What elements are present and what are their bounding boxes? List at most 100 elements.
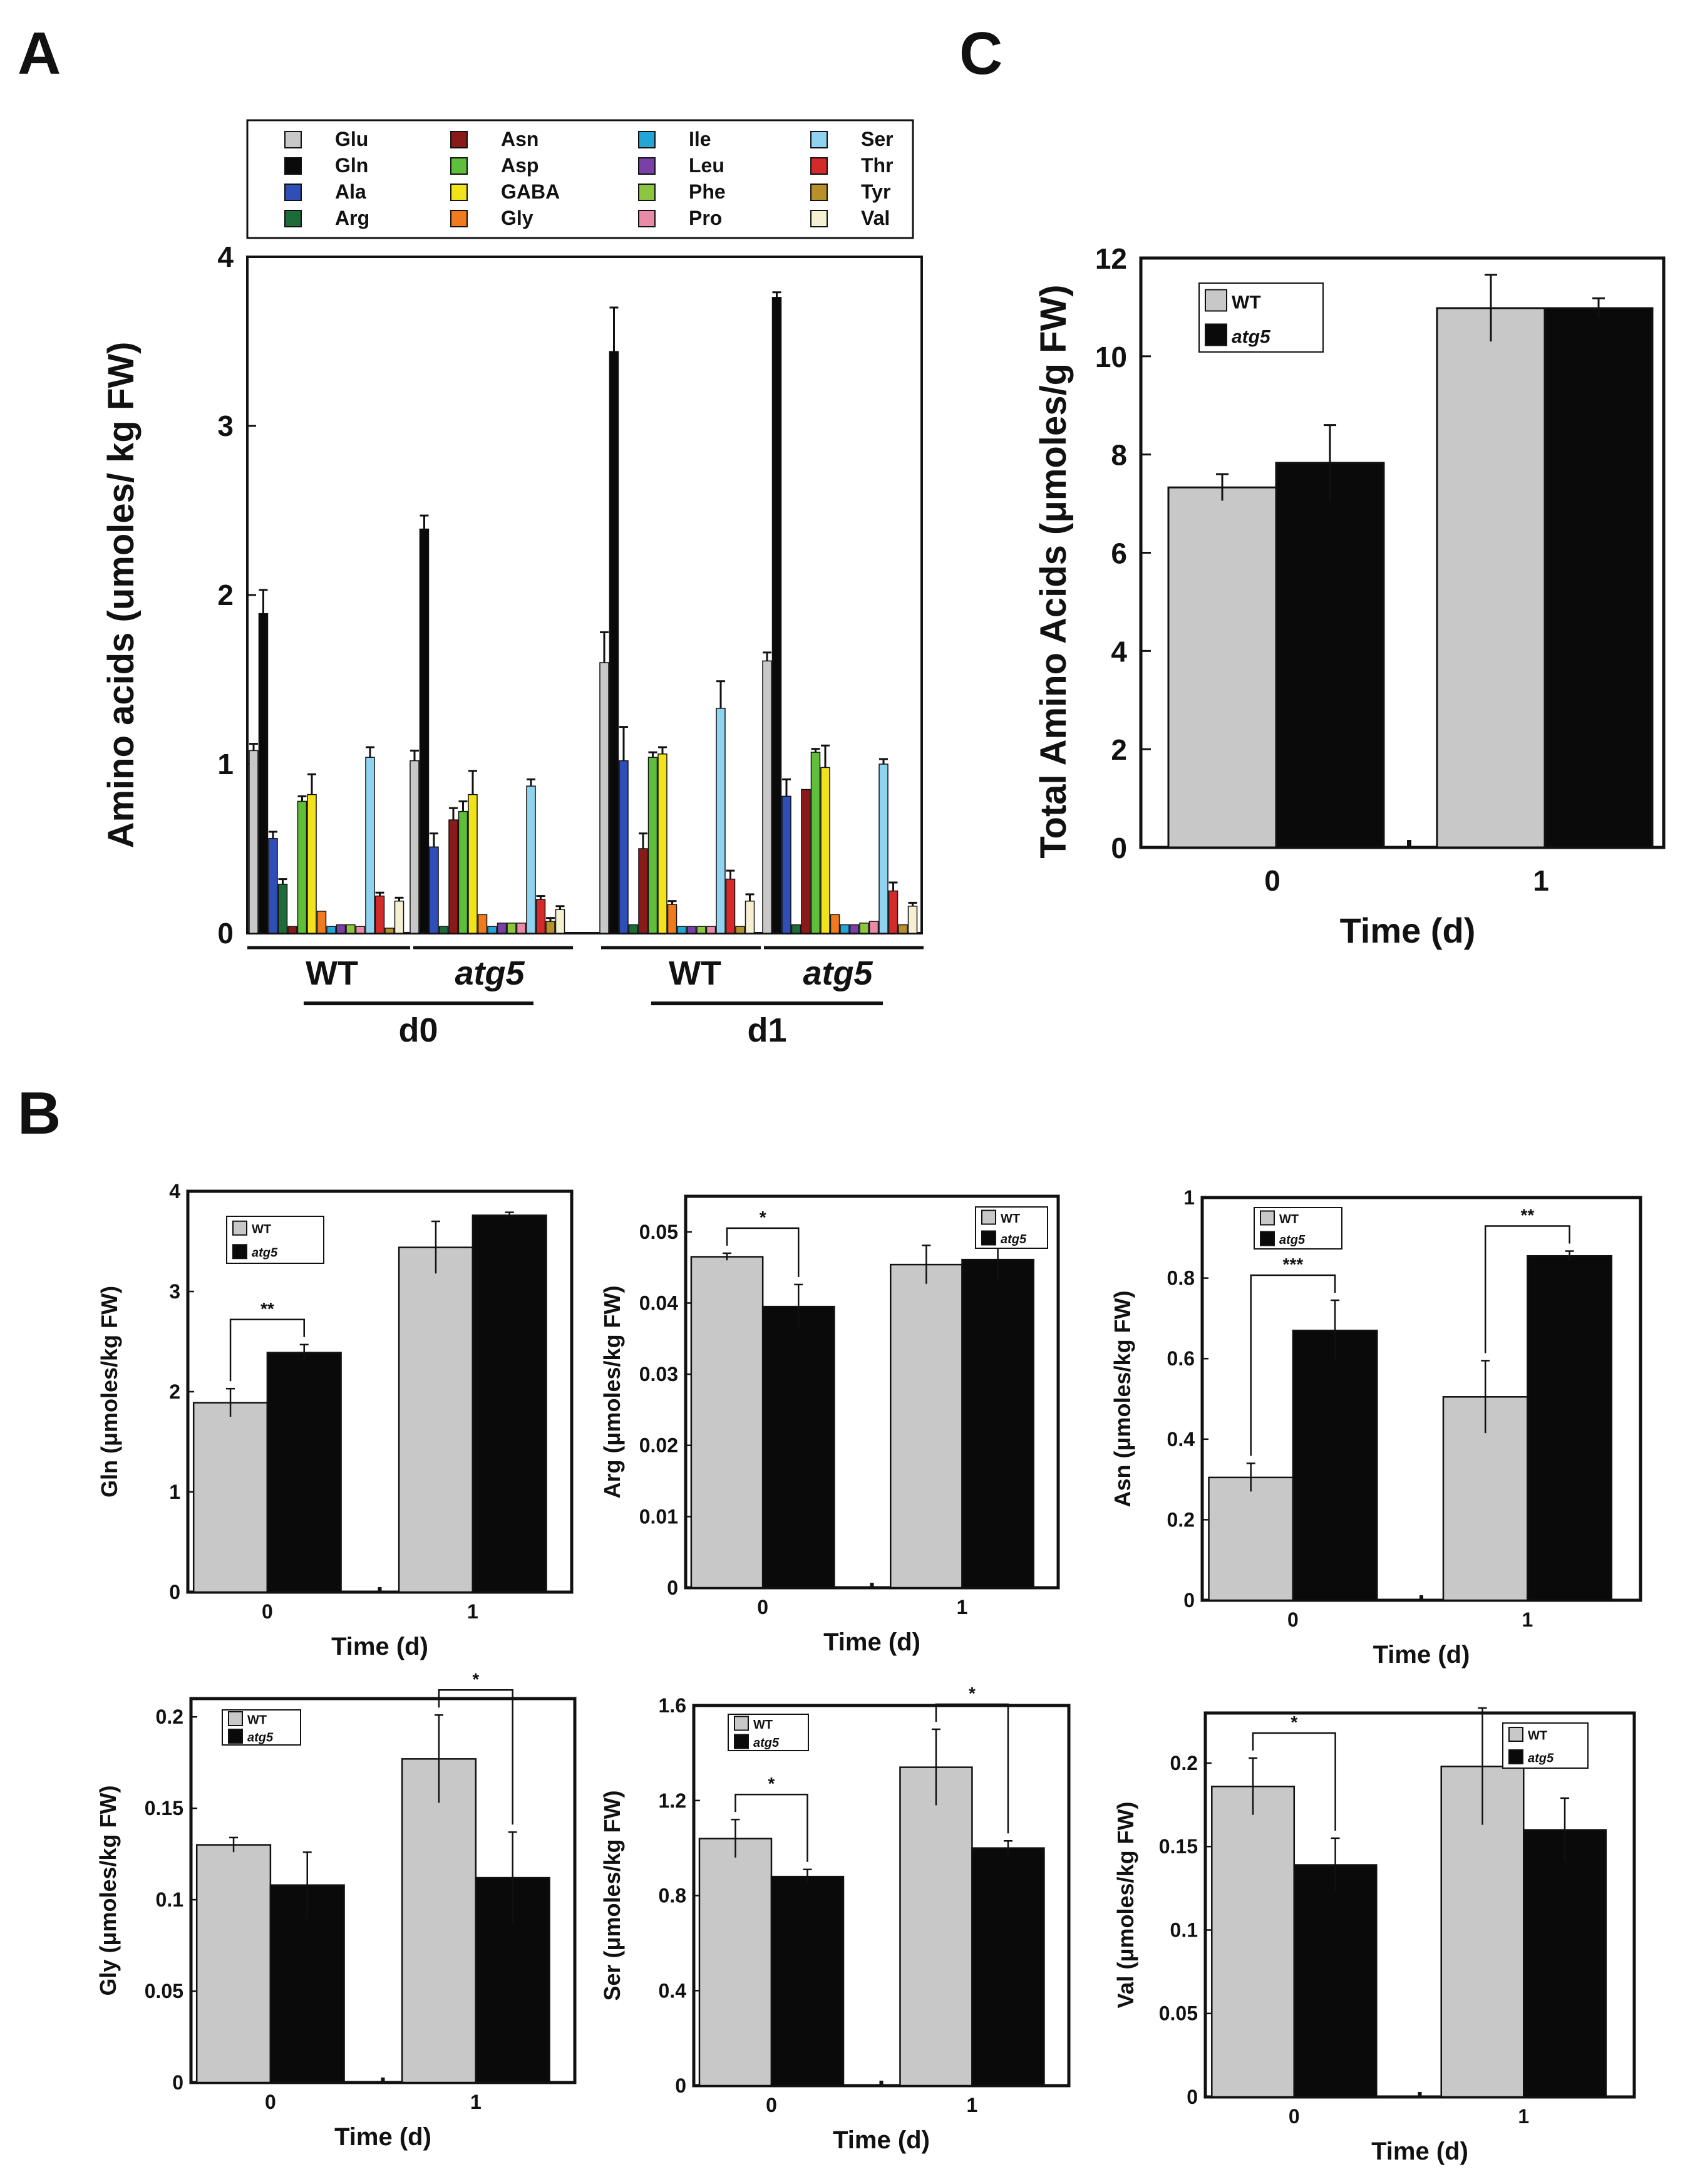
chart-b-ser: 0 0.4 0.8 1.2 1.6 Ser (μmoles/kg FW) 0 1 Time (d… <box>599 1684 1071 2154</box>
legend-swatch-ser <box>810 131 828 148</box>
significance-label: ** <box>1521 1206 1535 1225</box>
bar-atg5-day1 <box>1527 1255 1613 1602</box>
bar-atg5-day1 <box>1543 307 1654 849</box>
bar-atg5-d0-val <box>555 909 565 934</box>
significance-bracket <box>1250 1274 1336 1456</box>
x-tick-label: 0 <box>262 1600 273 1623</box>
legend-label-WT: WT <box>1528 1729 1547 1742</box>
group-label: atg5 <box>455 955 525 992</box>
significance-bracket <box>1252 1732 1336 1831</box>
x-tick-label: 0 <box>757 1596 768 1618</box>
bar-WT-day0 <box>1208 1476 1294 1602</box>
bar-WT-d1-phe <box>696 926 706 934</box>
bar-atg5-d1-thr <box>888 890 899 934</box>
legend-label-WT: WT <box>1279 1213 1299 1226</box>
x-tick-label: 0 <box>1264 864 1280 897</box>
bar-atg5-d1-val <box>907 906 918 934</box>
bar-WT-day0 <box>1167 486 1277 849</box>
y-tick-label: 3 <box>169 1280 180 1303</box>
bar-WT-day0 <box>698 1838 773 2087</box>
legend-label-atg5: atg5 <box>1232 326 1271 347</box>
bar-atg5-day1 <box>1523 1829 1607 2098</box>
significance-label: * <box>768 1774 775 1793</box>
significance-label: * <box>760 1208 766 1227</box>
bar-atg5-day0 <box>1275 462 1385 849</box>
bar-WT-d1-gln <box>609 351 619 934</box>
bar-atg5-d1-asn <box>801 789 811 934</box>
legend-label-asp: Asp <box>501 154 538 177</box>
legend-label-gln: Gln <box>335 154 368 177</box>
legend-swatch-atg5 <box>228 1729 243 1744</box>
significance-label: ** <box>260 1299 274 1318</box>
legend-label-WT: WT <box>1001 1212 1020 1226</box>
group-label: WT <box>306 955 358 992</box>
x-axis-tick-mark <box>870 1583 874 1588</box>
x-axis-label: Time (d) <box>823 1628 920 1656</box>
legend-label-atg5: atg5 <box>753 1736 780 1750</box>
bar-atg5-d1-ser <box>878 763 889 934</box>
y-tick-label: 0.6 <box>1167 1347 1195 1370</box>
x-tick-label: 1 <box>957 1596 968 1618</box>
legend-swatch-val <box>810 210 828 227</box>
legend-label-phe: Phe <box>689 180 726 203</box>
significance-bracket <box>935 1703 1009 1834</box>
x-axis-tick-mark <box>1418 2092 1422 2097</box>
y-tick-label: 1 <box>1183 1186 1195 1209</box>
legend-label-atg5: atg5 <box>247 1731 274 1744</box>
legend-swatch-gly <box>450 210 468 227</box>
bar-atg5-d0-ser <box>526 785 536 934</box>
bar-atg5-d0-asp <box>458 810 468 934</box>
y-tick-label: 1.6 <box>659 1694 686 1717</box>
x-axis-tick-mark <box>1407 840 1411 847</box>
x-tick-label: 1 <box>1533 864 1549 897</box>
bar-atg5-d1-asp <box>810 752 821 934</box>
y-tick-label: 2 <box>1111 733 1127 766</box>
legend-swatch-WT <box>981 1209 996 1225</box>
bar-atg5-d1-phe <box>859 923 869 934</box>
chart-b-arg: 0 0.01 0.02 0.03 0.04 0.05 Arg (μmoles/kg FW) 0… <box>599 1194 1060 1656</box>
bar-WT-d0-leu <box>336 924 346 934</box>
y-tick-label: 0.2 <box>1167 1508 1195 1531</box>
legend-swatch-arg <box>284 210 302 227</box>
bar-atg5-d1-glu <box>762 660 772 934</box>
bar-atg5-d0-gaba <box>468 794 478 934</box>
significance-label: *** <box>1283 1255 1304 1274</box>
bar-WT-d1-val <box>744 900 755 934</box>
y-axis-label: Val (μmoles/kg FW) <box>1113 1801 1138 2008</box>
chart-b-val: 0 0.05 0.1 0.15 0.2 Val (μmoles/kg FW) 0 1 Time … <box>1113 1707 1636 2165</box>
legend-label-ala: Ala <box>335 180 366 203</box>
y-tick-label: 0 <box>169 1581 180 1603</box>
bar-atg5-d0-ile <box>487 926 497 934</box>
significance-label: * <box>969 1684 976 1703</box>
bar-atg5-d1-gaba <box>820 767 830 934</box>
y-tick-label: 1.2 <box>659 1789 686 1812</box>
y-tick-label: 0.01 <box>639 1505 678 1528</box>
y-tick-label: 0.03 <box>639 1363 678 1385</box>
y-tick-label: 0 <box>1111 832 1127 864</box>
day-label-d0: d0 <box>398 1012 438 1049</box>
x-tick-label: 1 <box>470 2091 482 2113</box>
bar-atg5-day0 <box>266 1352 342 1593</box>
bar-atg5-d1-pro <box>868 921 879 934</box>
legend-label-val: Val <box>861 207 890 229</box>
y-tick-label: 0.05 <box>639 1221 678 1243</box>
legend-swatch-WT <box>734 1716 749 1731</box>
bar-WT-d0-gly <box>316 911 327 934</box>
y-axis-label: Gln (μmoles/kg FW) <box>96 1286 122 1498</box>
x-tick-label: 0 <box>265 2091 276 2113</box>
legend-label-WT: WT <box>753 1718 773 1732</box>
y-axis-label: Gly (μmoles/kg FW) <box>95 1785 121 1995</box>
y-tick-label: 0.4 <box>1167 1428 1195 1451</box>
bar-WT-d0-ala <box>268 838 278 934</box>
y-tick-label: 2 <box>217 579 234 611</box>
bar-atg5-day0 <box>761 1305 835 1589</box>
bar-atg5-d1-arg <box>791 924 801 934</box>
x-tick-label: 1 <box>1522 1608 1533 1631</box>
legend-swatch-WT <box>1508 1727 1523 1742</box>
y-tick-label: 10 <box>1095 341 1127 373</box>
group-label: WT <box>669 955 721 992</box>
legend-swatch-atg5 <box>981 1230 996 1246</box>
legend-label-atg5: atg5 <box>1001 1233 1027 1246</box>
bar-WT-d0-ile <box>326 926 336 934</box>
legend-label-arg: Arg <box>335 207 369 229</box>
